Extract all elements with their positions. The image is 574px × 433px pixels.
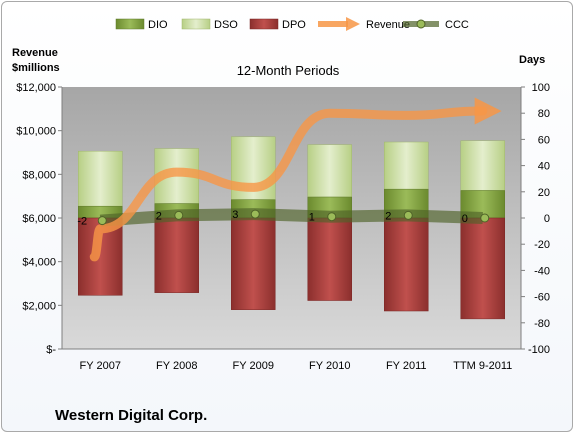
- right-tick-label: 40: [538, 161, 550, 173]
- left-tick-label: $8,000: [22, 169, 56, 181]
- dpo-bar: [307, 217, 352, 301]
- left-tick-label: $-: [46, 344, 56, 356]
- dpo-bar: [231, 217, 276, 310]
- company-name: Western Digital Corp.: [55, 407, 207, 424]
- ccc-data-label: 2: [385, 210, 391, 222]
- legend-label: Revenue: [366, 19, 410, 31]
- dso-bar: [78, 150, 123, 207]
- legend-label: DSO: [214, 19, 238, 31]
- revenue-arrow: [89, 97, 502, 262]
- right-tick-label: -80: [534, 318, 550, 330]
- legend-label: DIO: [148, 19, 168, 31]
- ccc-data-label: 1: [309, 212, 315, 224]
- left-axis-title-line2: $millions: [12, 62, 60, 74]
- left-tick-label: $4,000: [22, 257, 56, 269]
- dpo-bar: [384, 217, 429, 312]
- left-tick-label: $12,000: [16, 82, 56, 94]
- dpo-bar: [154, 217, 199, 293]
- right-tick-label: -100: [528, 344, 550, 356]
- right-tick-label: 20: [538, 187, 550, 199]
- ccc-marker: [327, 212, 337, 222]
- right-axis-title: Days: [519, 54, 545, 66]
- x-tick-label: FY 2008: [156, 360, 197, 372]
- ccc-line: [99, 208, 483, 227]
- plot-marks: $- $2,000 $4,000 $6,000 $8,000 $10,000 $12,000…: [16, 82, 550, 372]
- legend-swatch: [115, 18, 145, 30]
- dso-bar: [307, 144, 352, 198]
- ccc-marker: [174, 210, 184, 220]
- right-tick-label: -40: [534, 265, 550, 277]
- dso-bar: [460, 140, 505, 191]
- chart-title: 12-Month Periods: [237, 63, 340, 78]
- ccc-marker: [97, 216, 107, 226]
- left-tick-label: $2,000: [22, 300, 56, 312]
- ccc-marker: [403, 210, 413, 220]
- ccc-data-label: 0: [462, 213, 468, 225]
- dso-bar: [384, 141, 429, 190]
- left-tick-label: $10,000: [16, 126, 56, 138]
- ccc-marker: [250, 209, 260, 219]
- legend-swatch: [346, 17, 360, 31]
- ccc-data-label: -2: [77, 216, 87, 228]
- dpo-bar: [460, 217, 505, 320]
- right-tick-label: -20: [534, 239, 550, 251]
- left-tick-label: $6,000: [22, 213, 56, 225]
- x-tick-label: TTM 9-2011: [453, 360, 512, 372]
- ccc-data-label: 2: [156, 210, 162, 222]
- legend-swatch: [181, 18, 211, 30]
- ccc-marker: [480, 213, 490, 223]
- right-tick-label: 100: [532, 82, 550, 94]
- x-tick-label: FY 2007: [80, 360, 121, 372]
- right-tick-label: 0: [544, 213, 550, 225]
- legend-swatch: [249, 18, 279, 30]
- x-tick-label: FY 2010: [309, 360, 350, 372]
- x-tick-label: FY 2011: [386, 360, 427, 372]
- ccc-data-label: 3: [232, 209, 238, 221]
- legend: DIO DSO DPO Revenue CCC: [115, 17, 469, 31]
- right-tick-label: 80: [538, 108, 550, 120]
- legend-label: CCC: [445, 19, 469, 31]
- right-tick-label: 60: [538, 134, 550, 146]
- left-axis-title-line1: Revenue: [12, 47, 58, 59]
- legend-label: DPO: [282, 19, 306, 31]
- legend-swatch: [416, 19, 426, 29]
- x-tick-label: FY 2009: [233, 360, 274, 372]
- right-tick-label: -60: [534, 292, 550, 304]
